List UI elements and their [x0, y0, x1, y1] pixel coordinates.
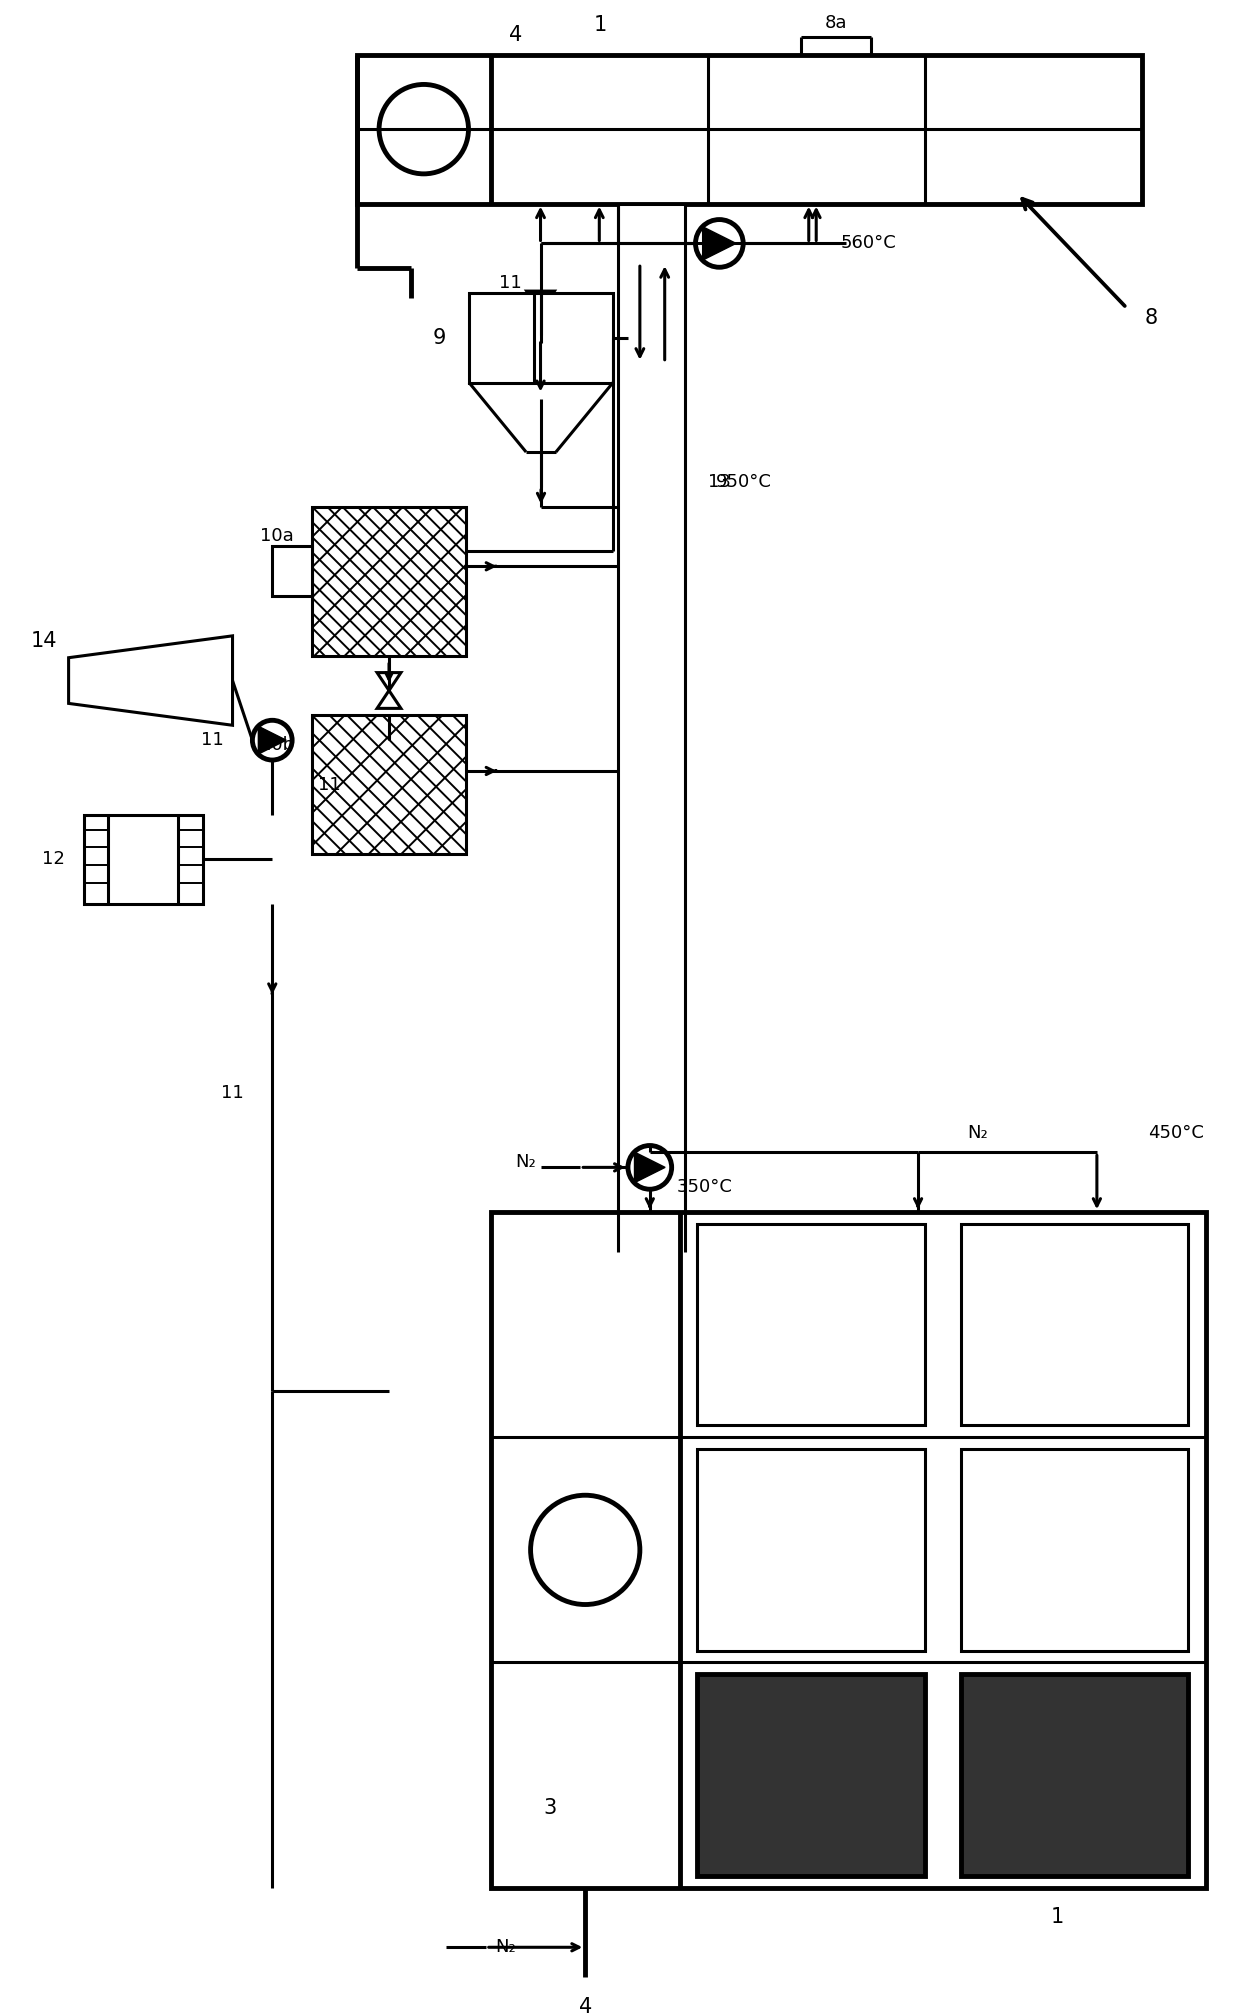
Bar: [357, 54, 1142, 204]
Bar: [312, 716, 466, 855]
Bar: [961, 1450, 1188, 1651]
Bar: [83, 814, 202, 903]
Text: 10b: 10b: [260, 736, 294, 754]
Text: 11: 11: [221, 1085, 244, 1103]
Text: 8a: 8a: [825, 14, 847, 32]
Bar: [469, 292, 613, 383]
Polygon shape: [377, 673, 401, 708]
Bar: [697, 1675, 925, 1875]
Polygon shape: [635, 1151, 665, 1183]
Text: 3: 3: [544, 1798, 557, 1818]
Text: 4: 4: [579, 1998, 591, 2016]
Circle shape: [627, 1145, 672, 1189]
Text: 11: 11: [201, 732, 224, 750]
Circle shape: [696, 220, 743, 268]
Bar: [961, 1675, 1188, 1875]
Bar: [312, 506, 466, 655]
Polygon shape: [258, 726, 286, 754]
Text: 11: 11: [317, 776, 341, 794]
Text: 560°C: 560°C: [841, 234, 897, 252]
Text: 13: 13: [708, 474, 730, 490]
Text: 14: 14: [31, 631, 57, 651]
Text: 350°C: 350°C: [677, 1177, 733, 1195]
Bar: [491, 1212, 1207, 1887]
Polygon shape: [68, 635, 233, 726]
Circle shape: [379, 85, 469, 173]
Text: 12: 12: [42, 851, 66, 869]
Text: N₂: N₂: [516, 1153, 536, 1171]
Text: 10a: 10a: [260, 528, 294, 546]
Circle shape: [253, 720, 293, 760]
Text: N₂: N₂: [967, 1123, 988, 1141]
Text: 11: 11: [500, 274, 522, 292]
Text: N₂: N₂: [495, 1937, 516, 1956]
Bar: [618, 204, 684, 1252]
Text: 1: 1: [594, 14, 606, 34]
Polygon shape: [527, 290, 554, 335]
Bar: [697, 1224, 925, 1425]
Bar: [961, 1224, 1188, 1425]
Bar: [273, 546, 312, 597]
Text: 450°C: 450°C: [1148, 1123, 1204, 1141]
Text: 8: 8: [1145, 308, 1158, 329]
Polygon shape: [703, 226, 737, 260]
Bar: [697, 1450, 925, 1651]
Text: 1: 1: [1050, 1907, 1064, 1927]
Text: 950°C: 950°C: [717, 474, 773, 490]
Text: 4: 4: [510, 24, 522, 44]
Text: 9: 9: [433, 329, 446, 349]
Circle shape: [531, 1496, 640, 1605]
